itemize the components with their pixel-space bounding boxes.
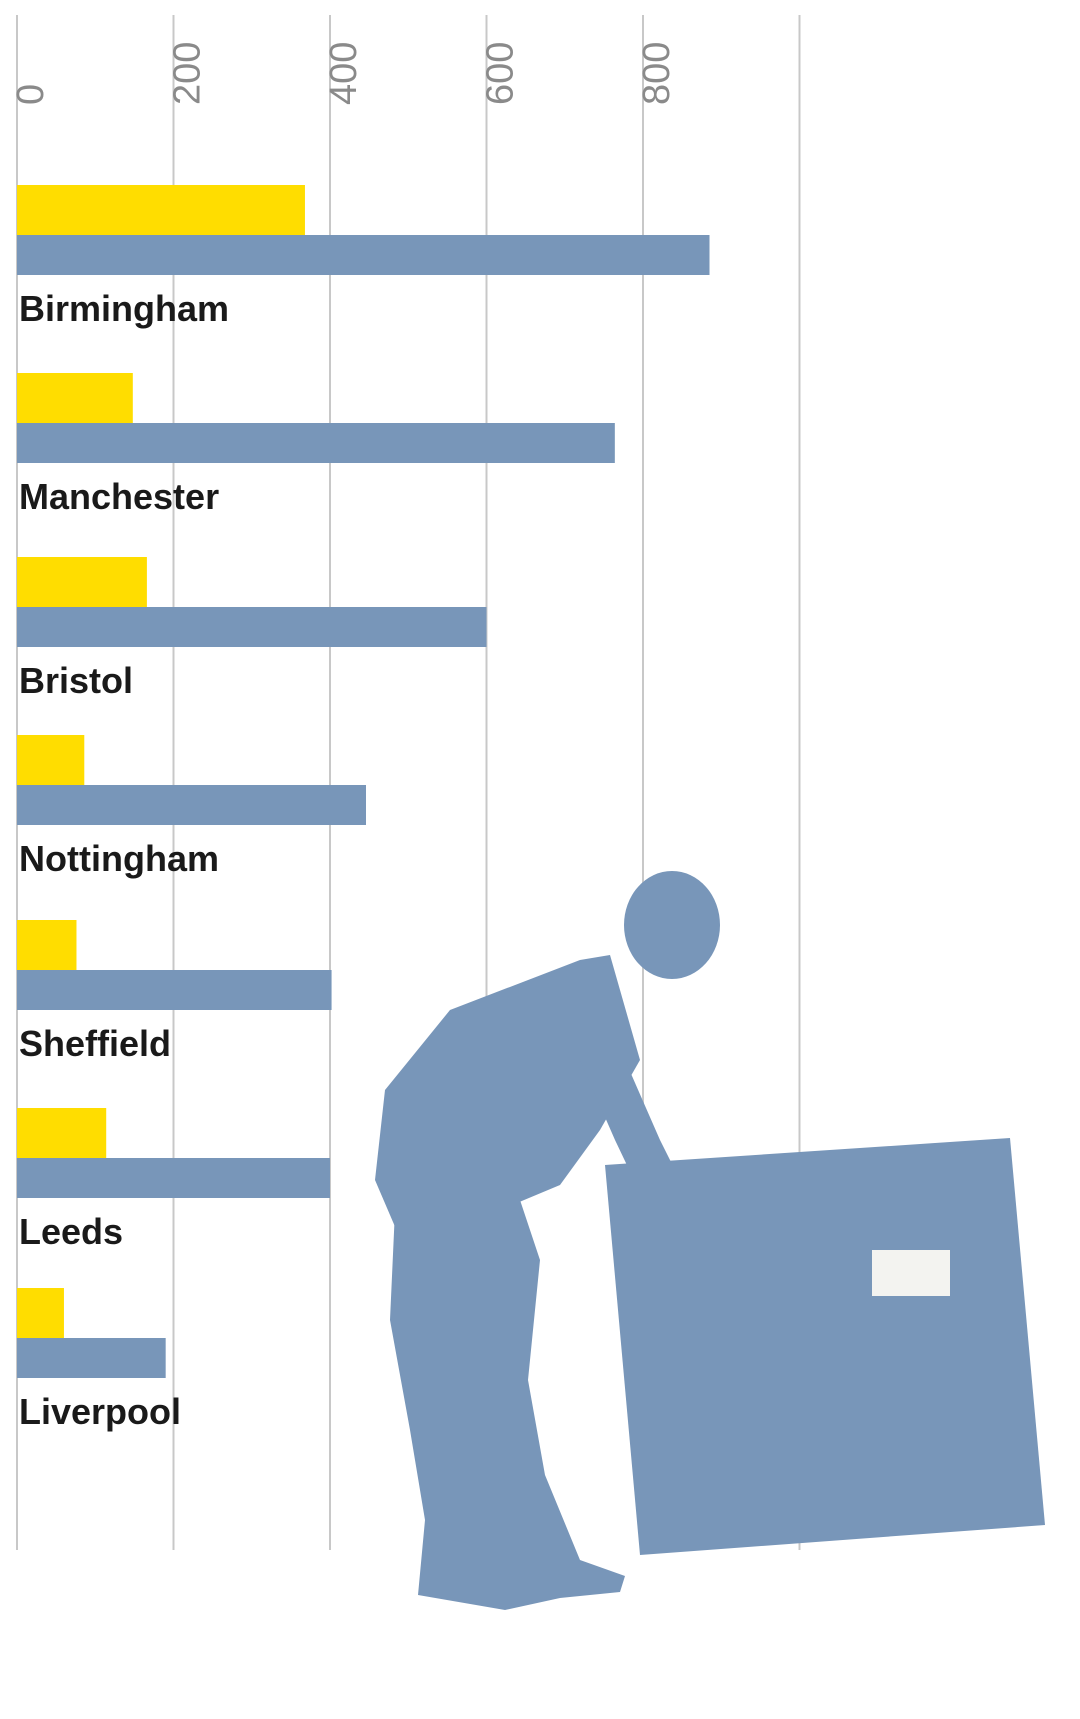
man-lifting-box-illustration xyxy=(375,871,1045,1610)
torso xyxy=(375,955,640,1250)
bar-birmingham-series-2 xyxy=(17,235,710,275)
bar-bristol-series-1 xyxy=(17,557,147,607)
x-tick-label: 400 xyxy=(323,42,365,105)
category-label-manchester: Manchester xyxy=(19,476,219,517)
bar-leeds-series-2 xyxy=(17,1158,330,1198)
box xyxy=(605,1138,1045,1555)
category-label-nottingham: Nottingham xyxy=(19,838,219,879)
bar-liverpool-series-1 xyxy=(17,1288,64,1338)
bar-nottingham-series-2 xyxy=(17,785,366,825)
bar-nottingham-series-1 xyxy=(17,735,85,785)
bar-birmingham-series-1 xyxy=(17,185,305,235)
bars xyxy=(17,185,710,1378)
x-tick-label: 0 xyxy=(10,84,52,105)
bar-liverpool-series-2 xyxy=(17,1338,166,1378)
bar-leeds-series-1 xyxy=(17,1108,107,1158)
bar-manchester-series-2 xyxy=(17,423,615,463)
bar-bristol-series-2 xyxy=(17,607,487,647)
category-label-bristol: Bristol xyxy=(19,660,133,701)
bar-sheffield-series-2 xyxy=(17,970,332,1010)
category-label-sheffield: Sheffield xyxy=(19,1023,171,1064)
category-labels: Birmingham Manchester Bristol Nottingham She… xyxy=(19,288,229,1432)
category-label-leeds: Leeds xyxy=(19,1211,123,1252)
head xyxy=(624,871,720,979)
x-tick-label: 200 xyxy=(167,42,209,105)
x-tick-label: 600 xyxy=(480,42,522,105)
axis-tick-labels: 0 200 400 600 800 xyxy=(10,42,678,105)
category-label-liverpool: Liverpool xyxy=(19,1391,181,1432)
x-tick-label: 800 xyxy=(636,42,678,105)
legs xyxy=(390,1200,625,1610)
category-label-birmingham: Birmingham xyxy=(19,288,229,329)
box-label xyxy=(872,1250,950,1296)
bar-manchester-series-1 xyxy=(17,373,133,423)
bar-sheffield-series-1 xyxy=(17,920,77,970)
